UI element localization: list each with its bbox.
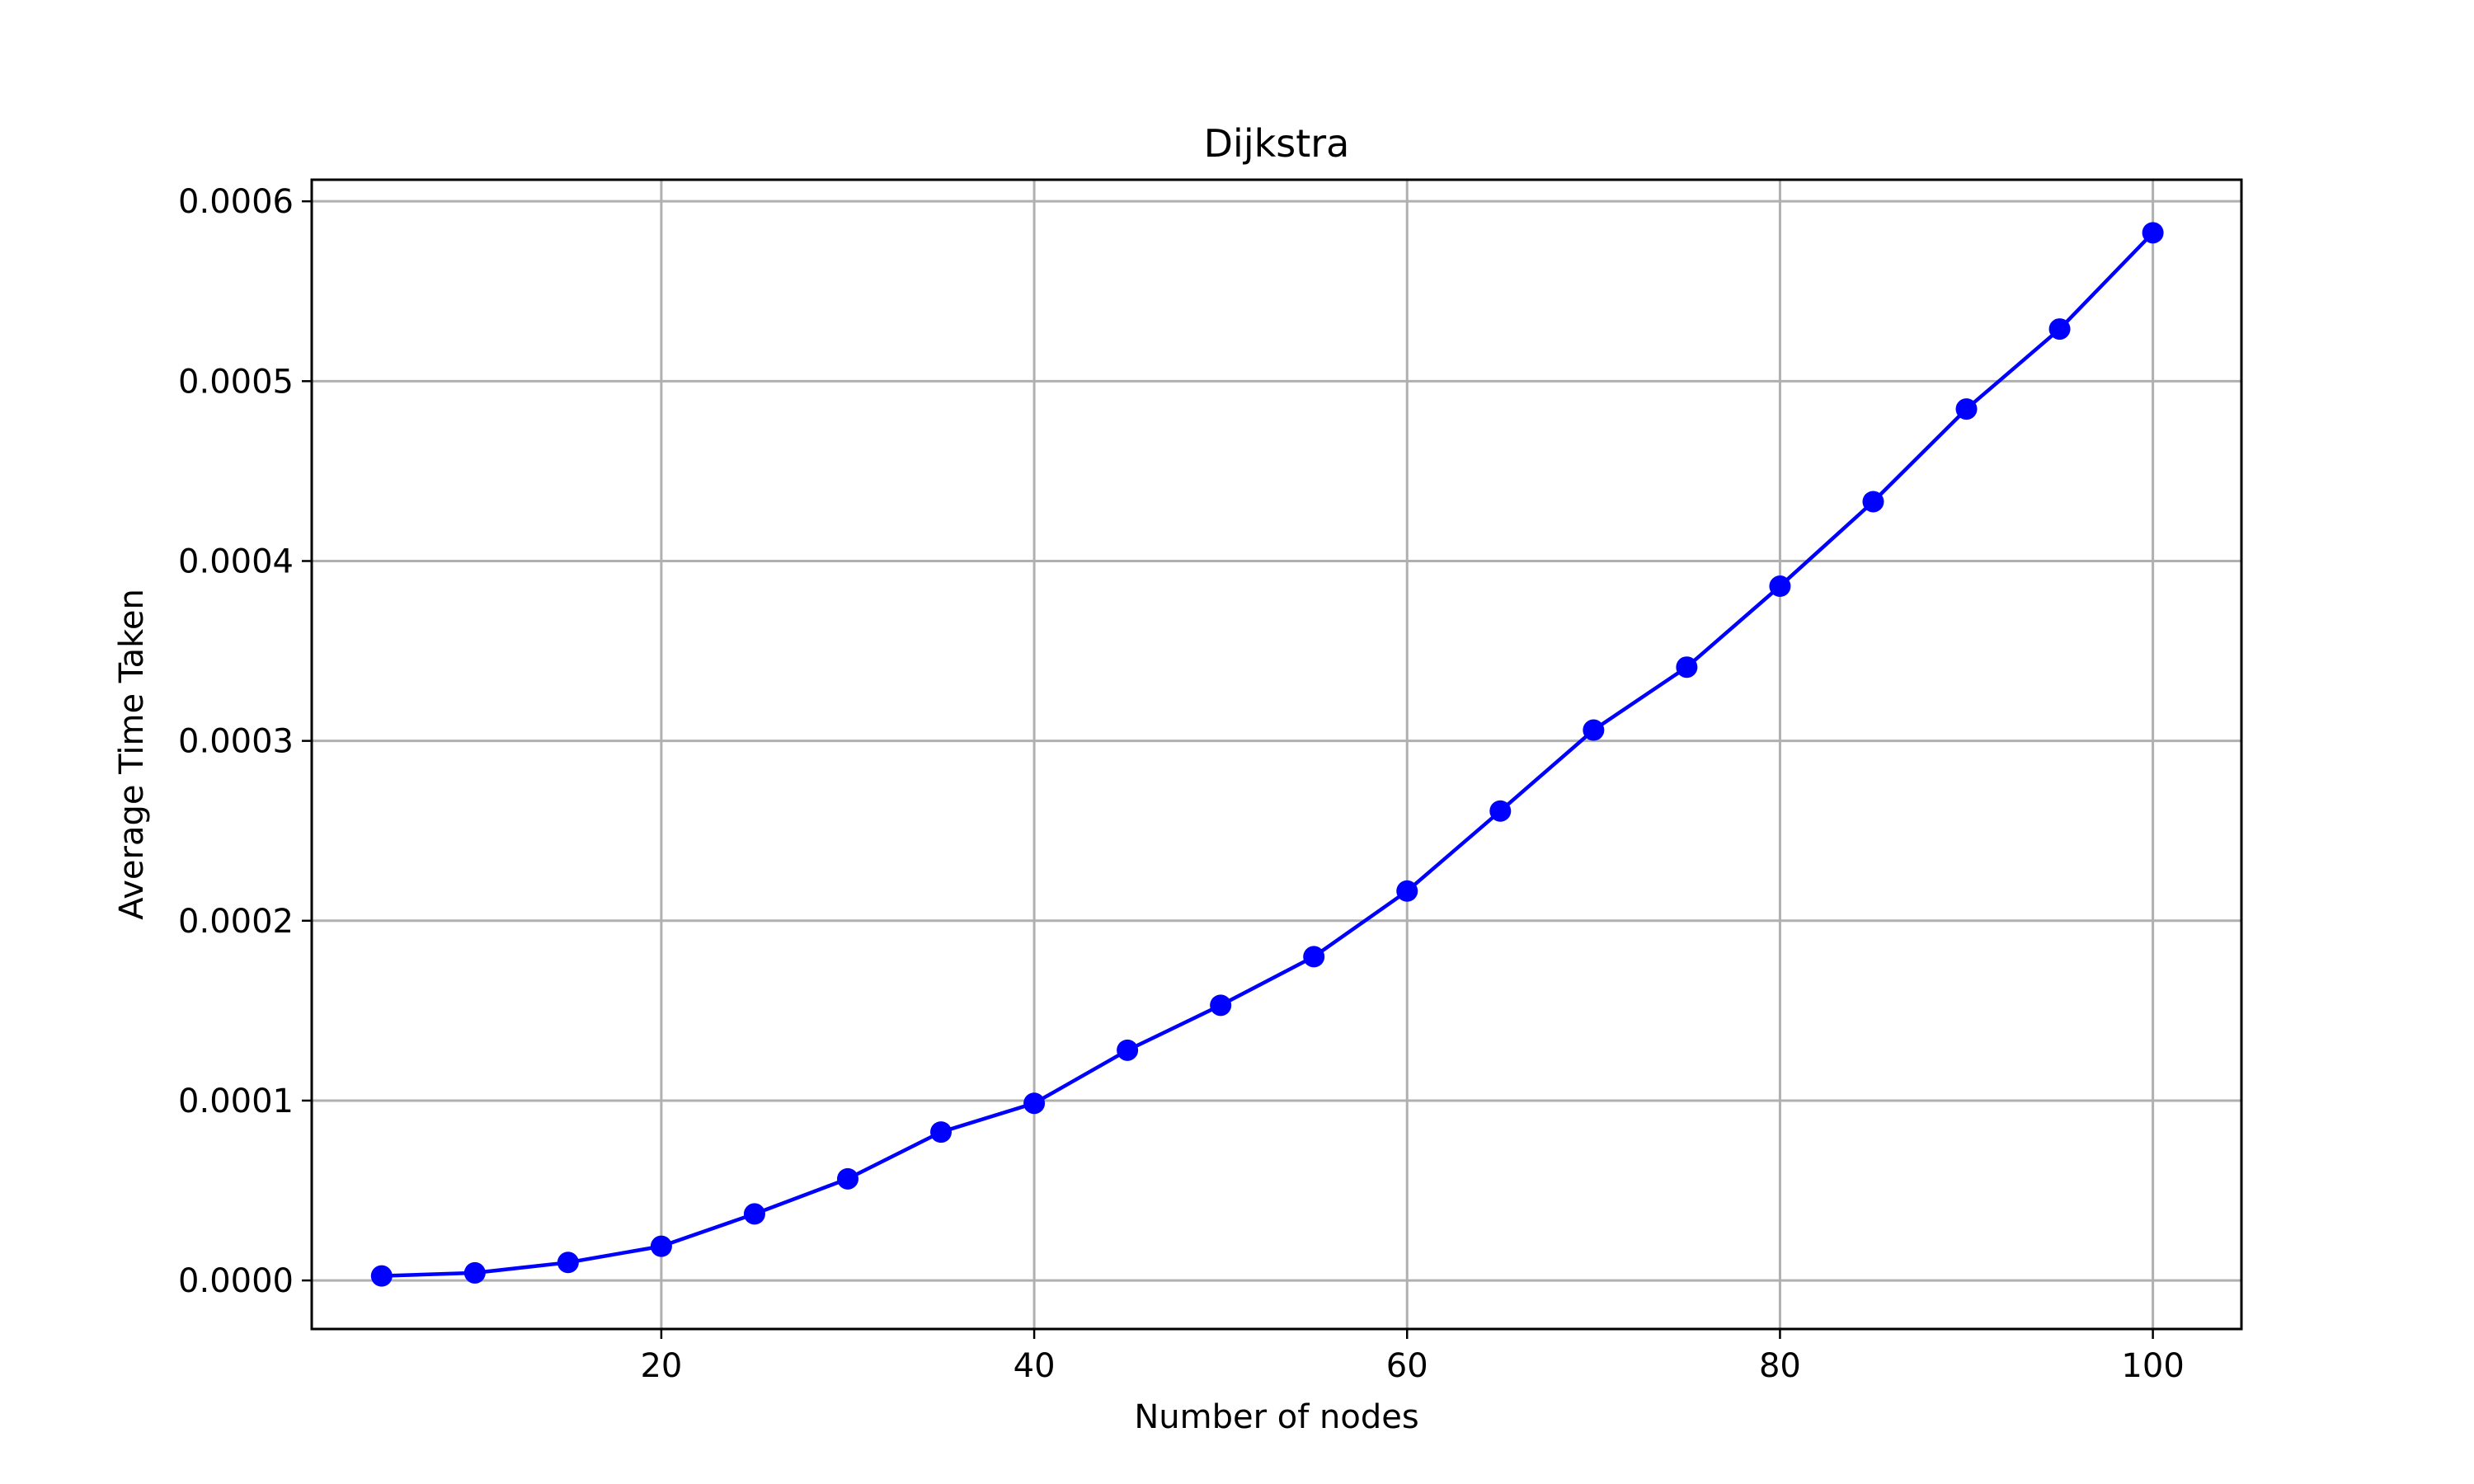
plot-frame: [310, 178, 2243, 1331]
data-point: [1396, 880, 1418, 902]
y-tick-label: 0.0002: [178, 903, 294, 941]
x-axis-label: Number of nodes: [1134, 1398, 1418, 1436]
y-tick-label: 0.0005: [178, 363, 294, 401]
data-point: [1862, 491, 1884, 513]
series-line: [379, 231, 2155, 1278]
data-point: [650, 1235, 672, 1257]
x-tick-label: 80: [1759, 1347, 1801, 1385]
data-point: [1303, 946, 1325, 968]
tick-layer: 20 40 60 80 100 0.0000 0.0001 0.0002 0.0003 0.000…: [178, 183, 2185, 1385]
series-layer: [370, 222, 2164, 1287]
data-point: [463, 1261, 486, 1284]
y-axis-label: Average Time Taken: [113, 589, 151, 920]
data-point: [930, 1121, 952, 1144]
data-point: [1676, 656, 1698, 679]
y-tick-label: 0.0000: [178, 1262, 294, 1300]
y-tick-label: 0.0003: [178, 723, 294, 761]
data-point: [1769, 575, 1791, 598]
data-point: [370, 1265, 393, 1287]
x-tick-label: 20: [640, 1347, 682, 1385]
x-tick-label: 40: [1014, 1347, 1056, 1385]
x-tick-label: 60: [1386, 1347, 1428, 1385]
data-point: [1117, 1039, 1139, 1061]
chart-title: Dijkstra: [1204, 121, 1350, 166]
data-point: [2142, 222, 2164, 244]
grid-layer: [312, 180, 2241, 1329]
data-point: [1489, 800, 1512, 822]
data-point: [837, 1167, 858, 1190]
data-point: [743, 1203, 765, 1225]
y-tick-label: 0.0006: [178, 183, 294, 221]
data-point: [1210, 994, 1232, 1017]
data-point: [1583, 719, 1605, 741]
data-point: [1955, 398, 1978, 420]
y-tick-label: 0.0001: [178, 1082, 294, 1120]
data-point: [557, 1252, 579, 1274]
x-tick-label: 100: [2121, 1347, 2184, 1385]
data-point: [1023, 1092, 1046, 1115]
y-tick-label: 0.0004: [178, 542, 294, 580]
data-point: [2048, 318, 2071, 340]
